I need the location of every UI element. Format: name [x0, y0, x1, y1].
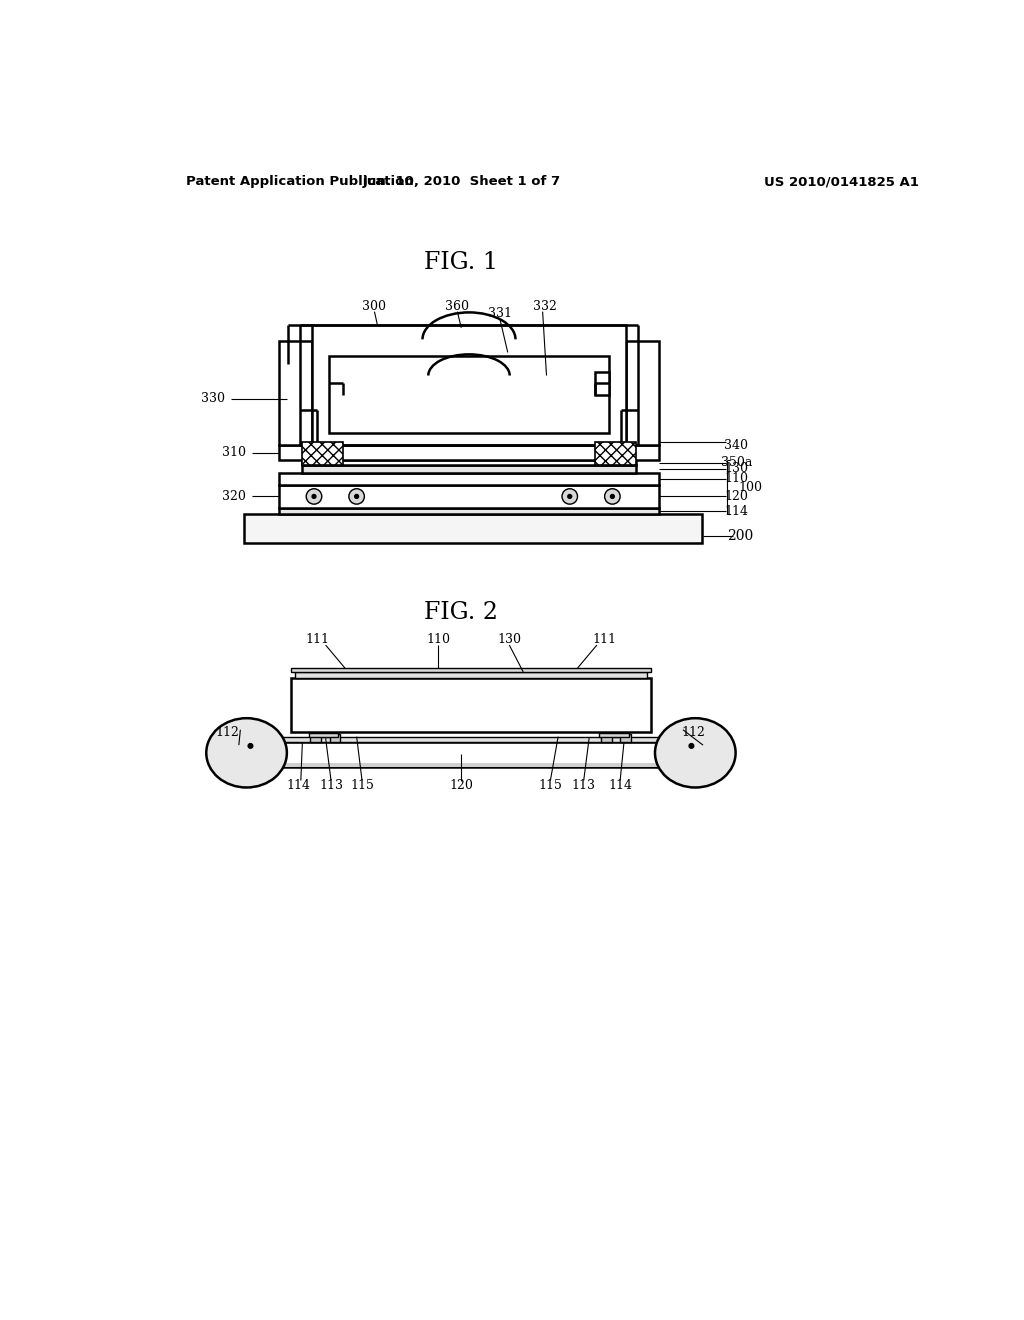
Bar: [330, 734, 340, 742]
Bar: [311, 326, 627, 445]
Bar: [280, 445, 658, 461]
Text: 115: 115: [350, 779, 374, 792]
Bar: [595, 372, 609, 395]
Text: 111: 111: [306, 634, 330, 647]
Text: 112: 112: [215, 726, 240, 739]
Text: 130: 130: [498, 634, 521, 647]
Text: 120: 120: [450, 779, 473, 792]
Text: 360: 360: [445, 300, 469, 313]
Bar: [329, 356, 609, 433]
Text: 320: 320: [222, 490, 246, 503]
Text: 340: 340: [724, 440, 749, 453]
Circle shape: [568, 495, 571, 499]
Bar: [302, 442, 343, 465]
Text: 310: 310: [222, 446, 246, 459]
Bar: [599, 733, 629, 737]
Text: 111: 111: [593, 634, 616, 647]
Circle shape: [248, 743, 253, 748]
Text: 300: 300: [362, 300, 386, 313]
Circle shape: [604, 488, 621, 504]
Text: 200: 200: [727, 529, 754, 543]
Bar: [291, 668, 651, 672]
Circle shape: [349, 488, 365, 504]
Circle shape: [610, 495, 614, 499]
Bar: [280, 508, 658, 515]
Bar: [291, 678, 651, 733]
Circle shape: [689, 743, 693, 748]
Bar: [308, 733, 338, 737]
Bar: [280, 484, 658, 508]
Bar: [621, 734, 631, 742]
Bar: [283, 742, 658, 767]
Circle shape: [312, 495, 316, 499]
Circle shape: [354, 495, 358, 499]
Text: 112: 112: [682, 726, 706, 739]
Text: 110: 110: [724, 473, 749, 486]
Text: FIG. 1: FIG. 1: [424, 251, 499, 273]
Bar: [295, 672, 647, 678]
Ellipse shape: [206, 718, 287, 788]
Bar: [283, 763, 658, 767]
Bar: [280, 473, 658, 484]
Bar: [302, 461, 636, 465]
Bar: [245, 515, 701, 544]
Bar: [310, 734, 321, 742]
Bar: [302, 465, 636, 473]
Bar: [601, 734, 611, 742]
Ellipse shape: [655, 718, 735, 788]
Text: FIG. 2: FIG. 2: [424, 601, 499, 624]
Text: 113: 113: [319, 779, 343, 792]
Text: 113: 113: [571, 779, 596, 792]
Text: 330: 330: [201, 392, 225, 405]
Text: 130: 130: [724, 462, 749, 475]
Circle shape: [562, 488, 578, 504]
Text: 114: 114: [608, 779, 632, 792]
Text: 110: 110: [426, 634, 450, 647]
Text: US 2010/0141825 A1: US 2010/0141825 A1: [764, 176, 919, 187]
Text: Patent Application Publication: Patent Application Publication: [186, 176, 414, 187]
Text: 120: 120: [724, 490, 749, 503]
Bar: [283, 737, 658, 742]
Bar: [595, 442, 636, 465]
Text: 331: 331: [488, 308, 512, 321]
Text: 332: 332: [534, 300, 557, 313]
Text: 350a: 350a: [721, 455, 752, 469]
Text: Jun. 10, 2010  Sheet 1 of 7: Jun. 10, 2010 Sheet 1 of 7: [362, 176, 560, 187]
Circle shape: [306, 488, 322, 504]
Text: 114: 114: [287, 779, 310, 792]
Bar: [280, 341, 311, 445]
Bar: [627, 341, 658, 445]
Text: 114: 114: [724, 504, 749, 517]
Text: 100: 100: [738, 480, 762, 494]
Text: 115: 115: [539, 779, 562, 792]
